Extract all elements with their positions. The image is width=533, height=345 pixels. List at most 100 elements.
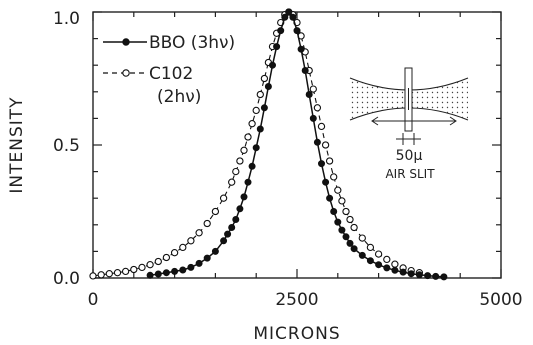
- x-tick-label-5000: 5000: [479, 290, 522, 310]
- data-point-bbo: [220, 237, 228, 245]
- data-point-bbo: [224, 230, 232, 238]
- legend: BBO (3hν) C102 (2hν): [103, 33, 235, 107]
- data-point-c102: [203, 219, 211, 228]
- inset-slit-caption: AIR SLIT: [385, 167, 435, 181]
- data-point-bbo: [228, 223, 236, 231]
- data-point-bbo: [285, 8, 293, 16]
- data-point-c102: [130, 265, 138, 274]
- series-bbo: [146, 8, 448, 281]
- legend-c102-marker: [122, 69, 130, 77]
- data-point-bbo: [346, 239, 354, 247]
- legend-bbo-label: BBO (3hν): [149, 33, 235, 53]
- data-point-c102: [366, 243, 375, 252]
- y-tick-label-0-5: 0.5: [53, 136, 80, 156]
- data-point-bbo: [301, 67, 309, 75]
- data-point-c102: [330, 173, 338, 181]
- data-point-c102: [121, 267, 130, 276]
- data-point-bbo: [313, 138, 321, 146]
- data-point-bbo: [264, 83, 272, 91]
- data-point-bbo: [281, 13, 289, 21]
- data-point-c102: [170, 249, 179, 257]
- data-point-bbo: [317, 160, 325, 168]
- data-point-bbo: [179, 266, 187, 274]
- data-point-bbo: [268, 61, 276, 69]
- data-point-c102: [240, 146, 248, 154]
- data-point-c102: [179, 243, 187, 252]
- series-line-c102: [92, 11, 420, 277]
- data-point-bbo: [432, 272, 440, 280]
- y-axis-label: INTENSITY: [7, 96, 27, 193]
- data-point-bbo: [399, 268, 407, 276]
- data-point-bbo: [350, 245, 358, 253]
- data-point-c102: [374, 250, 383, 258]
- data-point-bbo: [187, 263, 195, 271]
- data-point-c102: [383, 255, 391, 264]
- y-tick-label-0: 0.0: [53, 269, 80, 289]
- data-point-c102: [317, 122, 326, 131]
- data-point-bbo: [203, 254, 211, 262]
- data-point-bbo: [358, 251, 366, 259]
- data-point-bbo: [297, 45, 305, 53]
- data-point-bbo: [322, 178, 330, 186]
- data-point-c102: [113, 269, 122, 277]
- data-point-c102: [391, 260, 399, 268]
- data-point-c102: [248, 120, 256, 128]
- x-tick-label-0: 0: [88, 290, 99, 310]
- data-point-bbo: [326, 194, 334, 202]
- data-point-c102: [313, 104, 322, 112]
- data-point-bbo: [252, 144, 260, 152]
- x-tick-label-2500: 2500: [275, 290, 318, 310]
- series-c102: [89, 8, 424, 280]
- data-point-c102: [89, 272, 97, 280]
- data-point-bbo: [407, 270, 415, 278]
- data-point-c102: [187, 237, 195, 245]
- data-point-c102: [244, 133, 252, 141]
- data-point-c102: [195, 229, 203, 237]
- data-point-bbo: [309, 114, 317, 122]
- data-point-c102: [146, 261, 154, 269]
- data-point-bbo: [162, 269, 170, 277]
- data-point-bbo: [171, 267, 179, 275]
- data-point-c102: [346, 215, 354, 224]
- data-point-bbo: [342, 233, 350, 241]
- data-point-c102: [338, 197, 346, 205]
- data-point-c102: [228, 178, 236, 186]
- data-point-c102: [97, 271, 105, 279]
- data-point-bbo: [305, 91, 313, 99]
- data-point-bbo: [366, 257, 374, 265]
- data-point-bbo: [211, 247, 219, 255]
- data-point-c102: [260, 74, 269, 83]
- data-point-c102: [219, 194, 228, 202]
- inset-slit-width-label: 50μ: [396, 148, 423, 164]
- data-point-c102: [236, 157, 244, 165]
- data-point-bbo: [232, 215, 240, 223]
- data-point-bbo: [146, 271, 154, 279]
- axis-ticks: [92, 11, 502, 279]
- data-point-bbo: [338, 226, 346, 234]
- data-point-c102: [309, 85, 317, 93]
- data-point-bbo: [195, 259, 203, 267]
- data-point-c102: [162, 253, 171, 262]
- data-point-bbo: [273, 43, 281, 51]
- x-axis-label: MICRONS: [253, 324, 340, 344]
- data-point-bbo: [383, 264, 391, 272]
- data-point-bbo: [244, 178, 252, 186]
- legend-bbo-marker: [122, 38, 130, 46]
- data-point-bbo: [154, 270, 162, 278]
- inset-scan-arrow-right-head: [449, 116, 457, 126]
- legend-c102-label-line1: C102: [149, 64, 193, 84]
- data-point-bbo: [391, 266, 399, 274]
- data-point-c102: [334, 186, 342, 194]
- data-point-c102: [325, 157, 334, 165]
- data-point-bbo: [293, 27, 301, 35]
- data-point-bbo: [415, 271, 423, 279]
- data-point-c102: [256, 90, 264, 99]
- data-point-bbo: [289, 13, 297, 21]
- data-point-bbo: [330, 207, 338, 215]
- data-point-c102: [252, 106, 260, 115]
- legend-c102-label-line2: (2hν): [157, 87, 201, 107]
- data-point-c102: [350, 223, 358, 232]
- y-tick-label-1-0: 1.0: [53, 9, 80, 29]
- data-point-c102: [138, 263, 146, 272]
